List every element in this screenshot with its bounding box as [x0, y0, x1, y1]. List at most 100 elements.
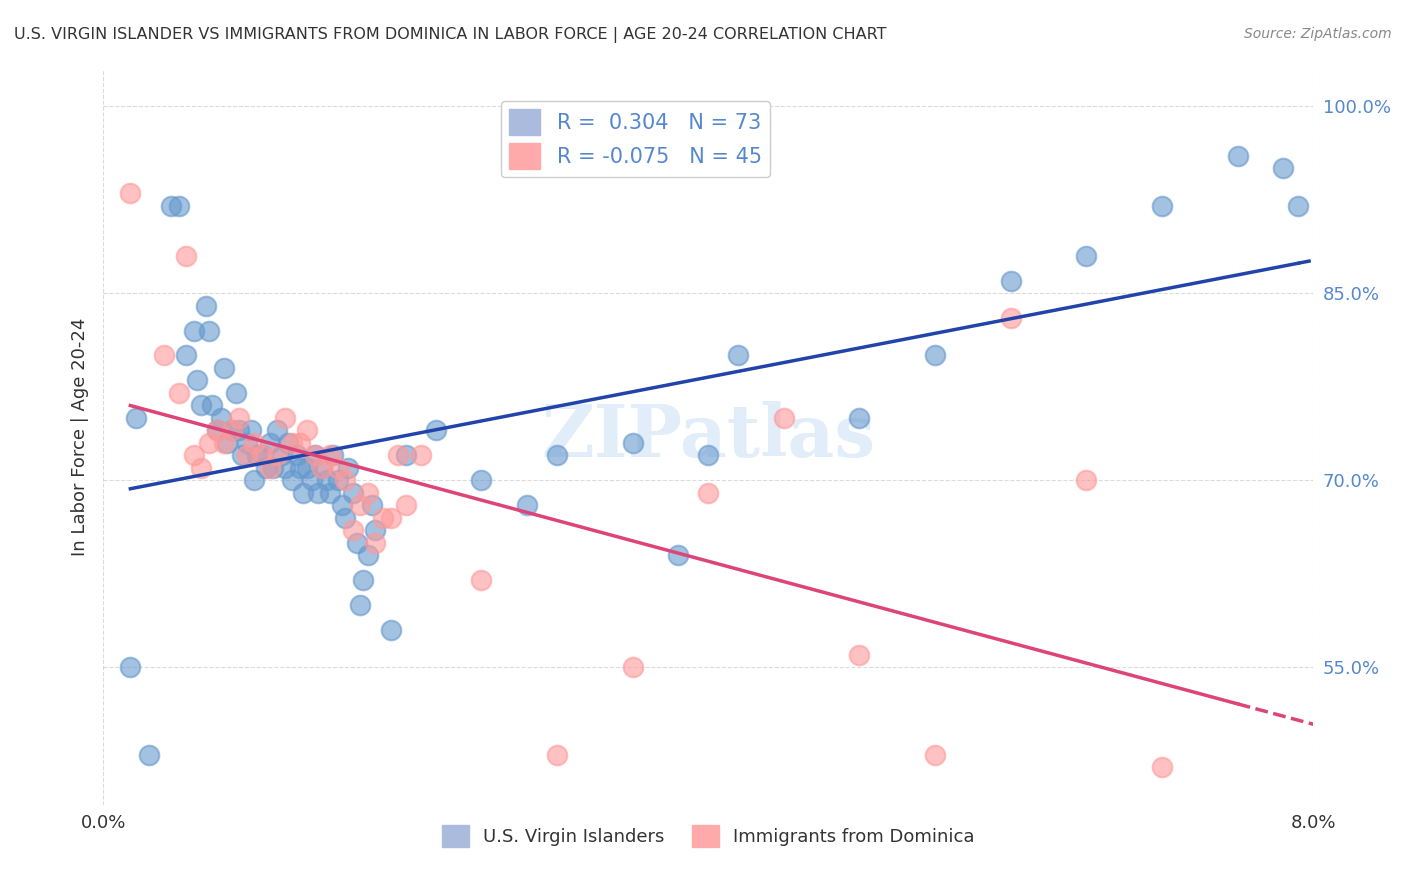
U.S. Virgin Islanders: [225, 386, 247, 401]
Immigrants from Dominica: [243, 435, 266, 450]
Immigrants from Dominica: [311, 460, 333, 475]
U.S. Virgin Islanders: [212, 361, 235, 376]
U.S. Virgin Islanders: [125, 410, 148, 425]
Immigrants from Dominica: [326, 460, 349, 475]
Immigrants from Dominica: [333, 473, 356, 487]
U.S. Virgin Islanders: [176, 349, 198, 363]
Immigrants from Dominica: [198, 435, 221, 450]
U.S. Virgin Islanders: [1286, 199, 1309, 213]
U.S. Virgin Islanders: [311, 460, 333, 475]
U.S. Virgin Islanders: [727, 349, 749, 363]
Text: Source: ZipAtlas.com: Source: ZipAtlas.com: [1244, 27, 1392, 41]
Immigrants from Dominica: [259, 460, 281, 475]
Immigrants from Dominica: [288, 435, 311, 450]
U.S. Virgin Islanders: [301, 473, 323, 487]
U.S. Virgin Islanders: [250, 448, 273, 462]
U.S. Virgin Islanders: [621, 435, 644, 450]
U.S. Virgin Islanders: [160, 199, 183, 213]
U.S. Virgin Islanders: [1076, 249, 1098, 263]
Immigrants from Dominica: [152, 349, 174, 363]
U.S. Virgin Islanders: [273, 460, 295, 475]
Y-axis label: In Labor Force | Age 20-24: In Labor Force | Age 20-24: [72, 318, 89, 556]
U.S. Virgin Islanders: [262, 460, 284, 475]
U.S. Virgin Islanders: [697, 448, 720, 462]
U.S. Virgin Islanders: [346, 535, 368, 549]
U.S. Virgin Islanders: [205, 423, 228, 437]
Immigrants from Dominica: [697, 485, 720, 500]
Immigrants from Dominica: [395, 498, 418, 512]
U.S. Virgin Islanders: [1272, 161, 1295, 176]
Immigrants from Dominica: [772, 410, 794, 425]
U.S. Virgin Islanders: [236, 435, 259, 450]
U.S. Virgin Islanders: [425, 423, 447, 437]
Immigrants from Dominica: [380, 510, 402, 524]
Immigrants from Dominica: [364, 535, 387, 549]
Immigrants from Dominica: [349, 498, 371, 512]
U.S. Virgin Islanders: [277, 435, 299, 450]
U.S. Virgin Islanders: [364, 523, 387, 537]
U.S. Virgin Islanders: [1000, 274, 1022, 288]
Immigrants from Dominica: [470, 573, 492, 587]
U.S. Virgin Islanders: [201, 398, 224, 412]
Immigrants from Dominica: [297, 423, 319, 437]
U.S. Virgin Islanders: [270, 448, 292, 462]
U.S. Virgin Islanders: [322, 448, 344, 462]
U.S. Virgin Islanders: [266, 423, 288, 437]
U.S. Virgin Islanders: [285, 448, 308, 462]
U.S. Virgin Islanders: [516, 498, 538, 512]
Immigrants from Dominica: [621, 660, 644, 674]
Legend: R =  0.304   N = 73, R = -0.075   N = 45: R = 0.304 N = 73, R = -0.075 N = 45: [501, 101, 770, 177]
Immigrants from Dominica: [546, 747, 568, 762]
U.S. Virgin Islanders: [361, 498, 384, 512]
Immigrants from Dominica: [221, 423, 243, 437]
Immigrants from Dominica: [848, 648, 870, 662]
U.S. Virgin Islanders: [326, 473, 349, 487]
Immigrants from Dominica: [273, 410, 295, 425]
U.S. Virgin Islanders: [1150, 199, 1173, 213]
U.S. Virgin Islanders: [120, 660, 142, 674]
Immigrants from Dominica: [319, 448, 342, 462]
Immigrants from Dominica: [1000, 311, 1022, 326]
Immigrants from Dominica: [205, 423, 228, 437]
Immigrants from Dominica: [183, 448, 205, 462]
U.S. Virgin Islanders: [288, 460, 311, 475]
U.S. Virgin Islanders: [243, 473, 266, 487]
U.S. Virgin Islanders: [316, 473, 339, 487]
U.S. Virgin Islanders: [186, 374, 208, 388]
U.S. Virgin Islanders: [395, 448, 418, 462]
U.S. Virgin Islanders: [848, 410, 870, 425]
Immigrants from Dominica: [266, 448, 288, 462]
U.S. Virgin Islanders: [183, 324, 205, 338]
U.S. Virgin Islanders: [342, 485, 364, 500]
U.S. Virgin Islanders: [304, 448, 326, 462]
Immigrants from Dominica: [924, 747, 946, 762]
U.S. Virgin Islanders: [190, 398, 212, 412]
U.S. Virgin Islanders: [209, 410, 232, 425]
Immigrants from Dominica: [190, 460, 212, 475]
U.S. Virgin Islanders: [357, 548, 380, 562]
U.S. Virgin Islanders: [281, 473, 304, 487]
U.S. Virgin Islanders: [217, 435, 239, 450]
U.S. Virgin Islanders: [349, 598, 371, 612]
Immigrants from Dominica: [1150, 760, 1173, 774]
U.S. Virgin Islanders: [666, 548, 689, 562]
Immigrants from Dominica: [304, 448, 326, 462]
Immigrants from Dominica: [1226, 810, 1249, 824]
U.S. Virgin Islanders: [221, 423, 243, 437]
Text: U.S. VIRGIN ISLANDER VS IMMIGRANTS FROM DOMINICA IN LABOR FORCE | AGE 20-24 CORR: U.S. VIRGIN ISLANDER VS IMMIGRANTS FROM …: [14, 27, 887, 43]
U.S. Virgin Islanders: [319, 485, 342, 500]
Immigrants from Dominica: [236, 448, 259, 462]
U.S. Virgin Islanders: [470, 473, 492, 487]
Immigrants from Dominica: [387, 448, 409, 462]
Immigrants from Dominica: [1076, 473, 1098, 487]
U.S. Virgin Islanders: [380, 623, 402, 637]
U.S. Virgin Islanders: [195, 299, 218, 313]
U.S. Virgin Islanders: [307, 485, 329, 500]
Immigrants from Dominica: [281, 435, 304, 450]
Immigrants from Dominica: [176, 249, 198, 263]
U.S. Virgin Islanders: [924, 349, 946, 363]
Immigrants from Dominica: [371, 510, 394, 524]
Immigrants from Dominica: [342, 523, 364, 537]
Immigrants from Dominica: [120, 186, 142, 201]
U.S. Virgin Islanders: [240, 423, 263, 437]
